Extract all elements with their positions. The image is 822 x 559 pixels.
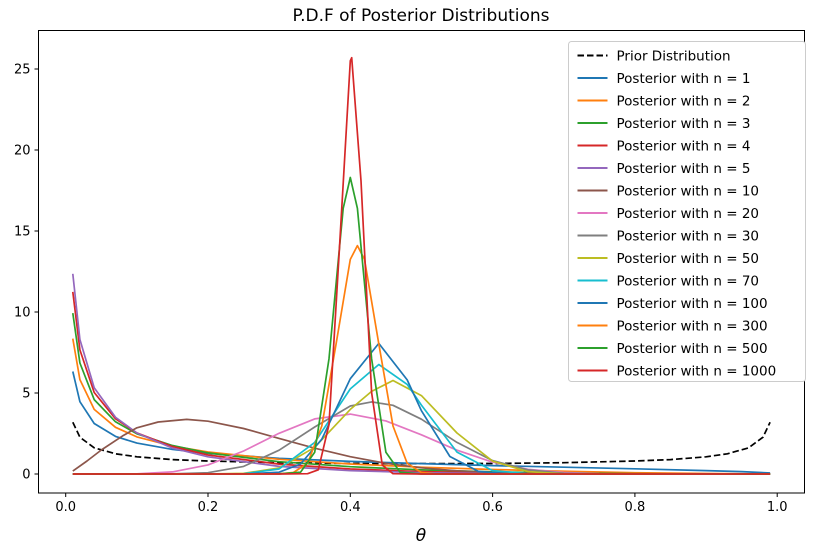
legend-label: Posterior with n = 10 bbox=[617, 184, 760, 200]
x-axis-ticks: 0.0 0.2 0.4 0.6 0.8 1.0 bbox=[55, 493, 788, 515]
curve-prior-distribution bbox=[72, 421, 771, 465]
legend-label: Posterior with n = 50 bbox=[617, 251, 760, 267]
legend-item: Posterior with n = 50 bbox=[577, 251, 760, 267]
curve-posterior-with-n-1000 bbox=[72, 56, 771, 475]
y-tick-label: 0 bbox=[22, 468, 30, 483]
x-axis-label: θ bbox=[416, 526, 427, 546]
legend-label: Posterior with n = 4 bbox=[617, 139, 751, 155]
y-tick-label: 25 bbox=[14, 63, 31, 78]
y-tick-label: 20 bbox=[14, 144, 31, 159]
curve-posterior-with-n-2 bbox=[71, 338, 771, 475]
curve-posterior-with-n-1 bbox=[71, 371, 771, 474]
y-tick-label: 15 bbox=[14, 225, 31, 240]
y-axis-ticks: 0 5 10 15 20 25 bbox=[14, 63, 39, 483]
legend-label: Posterior with n = 5 bbox=[617, 161, 751, 177]
curve-lines bbox=[71, 56, 771, 475]
chart-title: P.D.F of Posterior Distributions bbox=[292, 6, 549, 26]
legend-item: Posterior with n = 100 bbox=[577, 296, 768, 312]
legend-item: Posterior with n = 3 bbox=[577, 116, 751, 132]
legend-item: Posterior with n = 300 bbox=[577, 319, 768, 335]
legend-label: Posterior with n = 1 bbox=[617, 71, 751, 87]
legend-item: Prior Distribution bbox=[577, 49, 731, 65]
legend-item: Posterior with n = 4 bbox=[577, 139, 751, 155]
x-tick-label: 0.0 bbox=[55, 500, 76, 515]
legend-item: Posterior with n = 1000 bbox=[577, 364, 777, 380]
legend-label: Posterior with n = 2 bbox=[617, 94, 751, 110]
x-tick-label: 0.4 bbox=[340, 500, 361, 515]
x-tick-label: 0.2 bbox=[198, 500, 219, 515]
y-tick-label: 5 bbox=[22, 387, 30, 402]
legend-item: Posterior with n = 70 bbox=[577, 274, 760, 290]
legend-label: Posterior with n = 500 bbox=[617, 341, 768, 357]
legend-label: Posterior with n = 100 bbox=[617, 296, 768, 312]
legend-item: Posterior with n = 5 bbox=[577, 161, 751, 177]
legend-item: Posterior with n = 500 bbox=[577, 341, 768, 357]
legend-label: Posterior with n = 70 bbox=[617, 274, 760, 290]
x-tick-label: 0.6 bbox=[482, 500, 503, 515]
legend-label: Prior Distribution bbox=[617, 49, 731, 65]
legend-item: Posterior with n = 10 bbox=[577, 184, 760, 200]
legend-label: Posterior with n = 20 bbox=[617, 206, 760, 222]
y-tick-label: 10 bbox=[14, 306, 31, 321]
legend-item: Posterior with n = 2 bbox=[577, 94, 751, 110]
legend: Prior Distribution Posterior with n = 1 Po… bbox=[568, 41, 806, 382]
legend-item: Posterior with n = 30 bbox=[577, 229, 760, 245]
legend-label: Posterior with n = 1000 bbox=[617, 364, 777, 380]
legend-box bbox=[568, 41, 806, 382]
legend-label: Posterior with n = 300 bbox=[617, 319, 768, 335]
curve-posterior-with-n-20 bbox=[72, 413, 771, 475]
x-tick-label: 0.8 bbox=[625, 500, 646, 515]
legend-item: Posterior with n = 20 bbox=[577, 206, 760, 222]
x-tick-label: 1.0 bbox=[767, 500, 788, 515]
legend-label: Posterior with n = 30 bbox=[617, 229, 760, 245]
legend-item: Posterior with n = 1 bbox=[577, 71, 751, 87]
legend-label: Posterior with n = 3 bbox=[617, 116, 751, 132]
